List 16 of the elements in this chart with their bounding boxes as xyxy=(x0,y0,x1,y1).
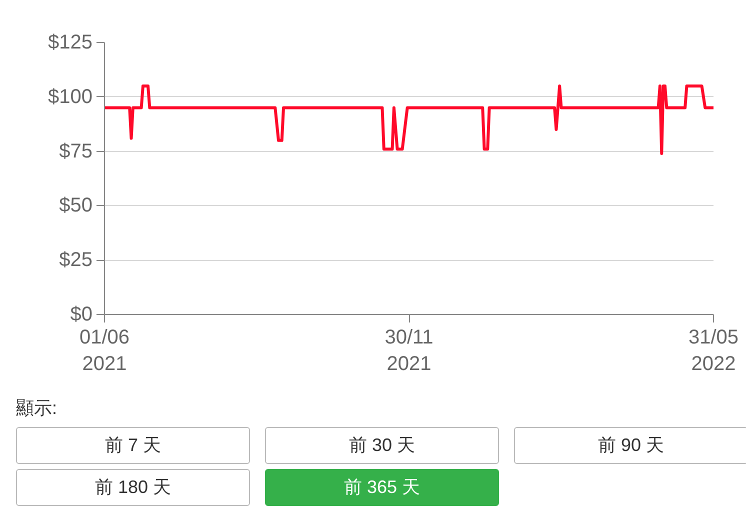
y-tick-label: $125 xyxy=(48,32,93,54)
text: 前 90 天 xyxy=(514,427,746,464)
text: 前 180 天 xyxy=(16,469,250,506)
y-tick-label: $50 xyxy=(59,194,93,217)
y-tick-label: $100 xyxy=(48,86,93,108)
text: 前 7 天 xyxy=(16,427,250,464)
y-tick-label: $0 xyxy=(70,304,93,326)
x-tick-label: 31/05 2022 xyxy=(688,326,739,375)
line-series xyxy=(104,84,714,155)
text: 前 30 天 xyxy=(265,427,499,464)
text: 前 365 天 xyxy=(265,469,499,506)
x-tick-label: 01/06 2021 xyxy=(79,326,130,375)
y-tick-label: $75 xyxy=(59,140,93,162)
y-tick-label: $25 xyxy=(59,249,93,272)
text: 顯示: xyxy=(16,397,58,420)
x-tick-label: 30/11 2021 xyxy=(384,326,434,375)
